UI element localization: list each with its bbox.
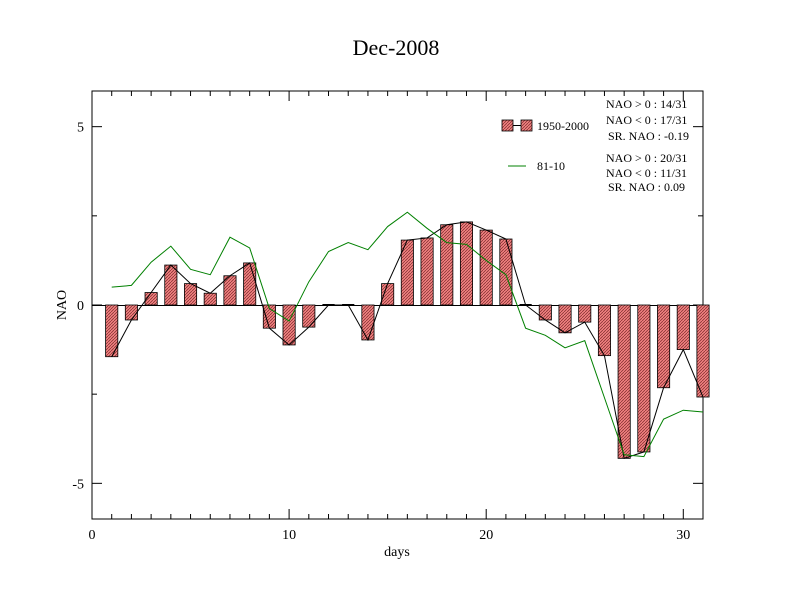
stats-1950-2000-neg: NAO < 0 : 17/31: [606, 113, 687, 127]
legend-swatch-bar-1: [501, 119, 514, 132]
bar: [696, 304, 710, 398]
x-tick-label: 10: [282, 528, 296, 543]
legend-label-81-10: 81-10: [537, 159, 565, 173]
bar: [282, 304, 296, 346]
legend: 1950-2000 81-10: [501, 119, 589, 173]
x-axis: 0 10 20 30: [89, 91, 704, 543]
stats-81-10-pos: NAO > 0 : 20/31: [606, 151, 687, 165]
legend-swatch-bar-2: [520, 119, 533, 132]
x-axis-label: days: [384, 545, 410, 560]
series-81-10-line: [111, 211, 704, 458]
bar: [676, 304, 690, 350]
bar: [302, 304, 316, 328]
y-axis-label: NAO: [55, 290, 70, 320]
y-tick-label: -5: [72, 477, 84, 492]
bar: [637, 304, 651, 453]
bar: [578, 304, 592, 323]
bar: [657, 304, 671, 389]
bar: [538, 304, 552, 321]
y-tick-label: 0: [77, 299, 84, 314]
bar: [243, 262, 257, 306]
stats-81-10-neg: NAO < 0 : 11/31: [606, 166, 687, 180]
bar: [381, 283, 395, 306]
stats-81-10-sr: SR. NAO : 0.09: [608, 180, 685, 194]
bar: [459, 221, 473, 306]
bar: [203, 292, 217, 306]
legend-label-1950-2000: 1950-2000: [537, 119, 589, 133]
bar: [440, 224, 454, 306]
legend-entry-1950-2000: 1950-2000: [501, 119, 589, 133]
bars-series-1950-2000: [105, 221, 710, 459]
series-1950-2000-connector-line: [111, 221, 704, 460]
chart-title: Dec-2008: [353, 35, 440, 60]
bar: [361, 304, 375, 341]
stats-1950-2000-sr: SR. NAO : -0.19: [608, 129, 689, 143]
bar: [124, 304, 138, 321]
bar: [420, 237, 434, 306]
bar: [558, 304, 572, 334]
x-tick-label: 30: [676, 528, 690, 543]
bar: [184, 283, 198, 306]
stats-block: NAO > 0 : 14/31 NAO < 0 : 17/31 SR. NAO …: [606, 97, 689, 194]
y-tick-label: 5: [77, 121, 84, 136]
stats-1950-2000-pos: NAO > 0 : 14/31: [606, 97, 687, 111]
line-series-layer: [111, 211, 704, 460]
x-tick-label: 20: [479, 528, 493, 543]
legend-entry-81-10: 81-10: [508, 159, 565, 173]
bar: [479, 229, 493, 306]
x-tick-label: 0: [89, 528, 96, 543]
